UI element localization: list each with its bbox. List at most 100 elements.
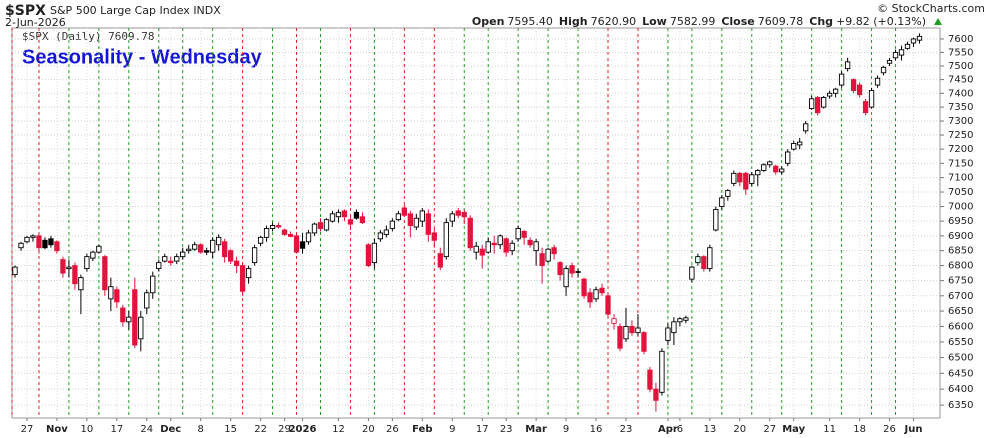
candle-body <box>803 123 809 132</box>
x-tick-label: 26 <box>883 424 896 435</box>
candle-body <box>96 245 102 253</box>
candle-body <box>114 289 120 303</box>
candle-body <box>329 213 336 222</box>
y-tick-label: 6900 <box>948 231 973 242</box>
x-tick-label: Apr <box>658 424 678 435</box>
quote-value: 7582.99 <box>670 15 716 28</box>
candle-body <box>832 88 839 94</box>
candle-body <box>251 247 258 264</box>
candle-body <box>204 250 210 253</box>
candle-body <box>641 332 647 352</box>
candle-body <box>850 79 857 92</box>
candle-body <box>365 244 372 267</box>
candle-body <box>755 170 761 176</box>
legend: $SPX (Daily) 7609.78 <box>22 30 154 43</box>
x-tick-label: 23 <box>500 424 513 435</box>
candle-body <box>779 168 785 173</box>
x-tick-label: 16 <box>590 424 603 435</box>
candle-body <box>527 239 533 246</box>
quote-value: +9.82 (+0.13%) <box>836 15 926 28</box>
candle-body <box>689 266 695 280</box>
x-tick-label: 9 <box>449 424 455 435</box>
x-tick-label: 23 <box>620 424 633 435</box>
candle-body <box>210 239 216 253</box>
candle-body <box>671 321 677 334</box>
x-tick-label: 17 <box>110 424 123 435</box>
candle-body <box>425 213 431 235</box>
candle-body <box>659 350 665 393</box>
candle-body <box>683 317 689 321</box>
y-tick-label: 7200 <box>948 144 973 155</box>
up-arrow <box>934 18 942 25</box>
candle-body <box>599 287 605 294</box>
candle-body <box>102 256 108 291</box>
candle-body <box>539 253 545 267</box>
y-tick-label: 7250 <box>948 130 973 141</box>
y-tick-label: 6600 <box>948 321 973 332</box>
candle-body <box>437 253 443 268</box>
y-tick-label: 6950 <box>948 216 973 227</box>
y-tick-label: 7550 <box>948 47 973 58</box>
candle-body <box>767 161 773 166</box>
candle-body <box>497 235 503 246</box>
candle-body <box>557 262 563 276</box>
candle-body <box>467 217 473 249</box>
exchange: INDX <box>193 4 221 17</box>
candle-body <box>707 247 713 270</box>
y-tick-label: 7500 <box>948 61 973 72</box>
candle-body <box>916 35 923 41</box>
y-tick-label: 6450 <box>948 368 973 379</box>
candle-body <box>54 241 60 252</box>
candle-body <box>24 236 30 243</box>
candle-body <box>503 238 509 253</box>
candle-body <box>156 262 162 270</box>
candle-body <box>413 217 419 228</box>
y-tick-label: 6800 <box>948 261 973 272</box>
candle-body <box>677 318 683 323</box>
candle-body <box>593 289 599 300</box>
candle-body <box>713 209 719 231</box>
candle-body <box>30 235 36 238</box>
candle-body <box>473 245 479 253</box>
y-tick-label: 7100 <box>948 173 973 184</box>
candle-body <box>48 238 54 246</box>
index-name: S&P 500 Large Cap Index <box>50 4 190 17</box>
candle-body <box>389 220 396 229</box>
candle-body <box>862 101 869 114</box>
candle-body <box>886 60 893 64</box>
candle-body <box>791 143 797 150</box>
y-tick-label: 7350 <box>948 102 973 113</box>
y-tick-label: 7000 <box>948 202 973 213</box>
candle-body <box>299 241 306 249</box>
candle-body <box>665 327 671 341</box>
x-tick-label: 20 <box>362 424 375 435</box>
candle-body <box>377 232 384 240</box>
chart-title: Seasonality - Wednesday <box>22 46 263 68</box>
candle-body <box>180 251 186 258</box>
candle-body <box>868 90 875 108</box>
candle-body <box>749 174 755 184</box>
candle-body <box>162 256 168 262</box>
x-tick-label: 22 <box>254 424 267 435</box>
y-tick-label: 6700 <box>948 291 973 302</box>
y-tick-label: 6350 <box>948 400 973 411</box>
y-tick-label: 7600 <box>948 34 973 45</box>
candle-body <box>126 316 132 323</box>
candle-body <box>898 49 905 56</box>
x-tick-label: 2026 <box>289 424 317 435</box>
candle-body <box>892 51 899 59</box>
candle-body <box>815 96 821 114</box>
watermark: © StockCharts.com <box>877 2 985 15</box>
candle-body <box>521 230 527 238</box>
x-tick-label: Feb <box>412 424 432 435</box>
candle-body <box>910 38 917 44</box>
candle-body <box>305 232 312 243</box>
candle-body <box>575 271 581 273</box>
candle-body <box>904 43 911 49</box>
y-tick-label: 6850 <box>948 246 973 257</box>
candle-body <box>257 236 264 244</box>
candle-body <box>635 327 641 334</box>
x-tick-label: Jun <box>904 424 923 435</box>
x-tick-label: 24 <box>140 424 153 435</box>
